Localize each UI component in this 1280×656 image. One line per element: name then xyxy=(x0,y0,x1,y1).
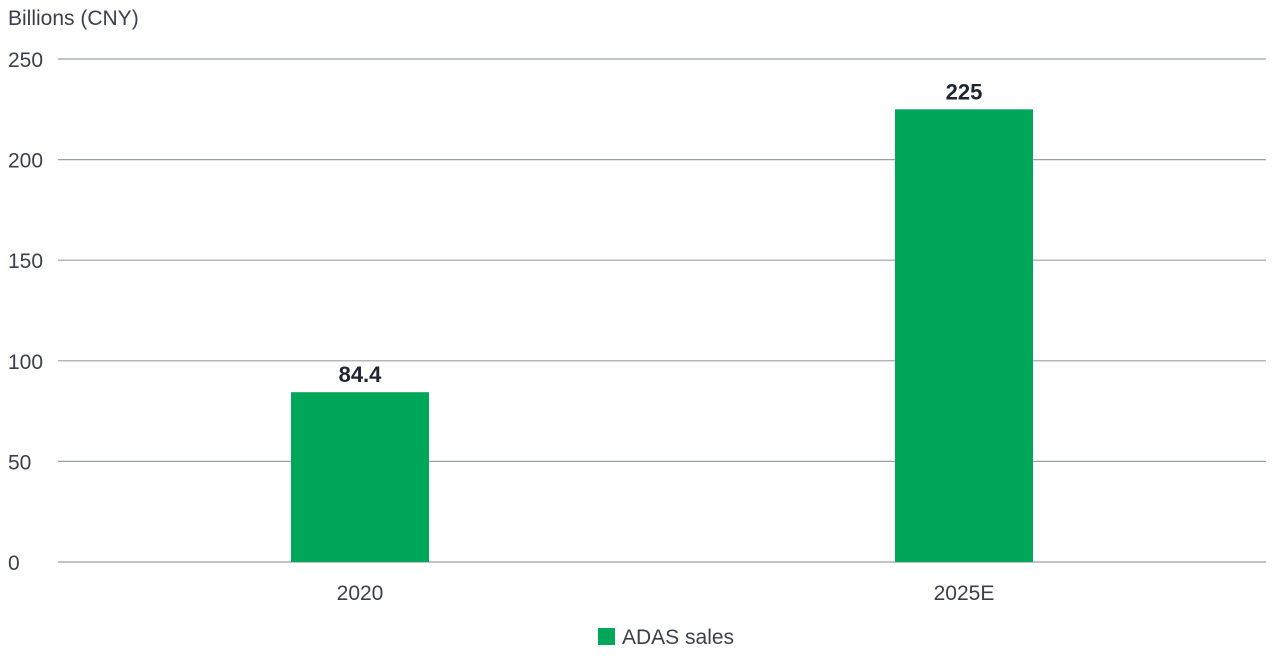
x-tick-label-2025E: 2025E xyxy=(934,582,995,605)
y-axis-ticks: 0 50 100 150 200 250 xyxy=(8,49,43,575)
data-labels: 84.4 225 xyxy=(339,79,983,387)
data-label-2020: 84.4 xyxy=(339,362,383,387)
x-axis-ticks: 2020 2025E xyxy=(337,582,995,605)
bar-2020 xyxy=(291,392,429,562)
legend-label-adas-sales: ADAS sales xyxy=(622,626,734,649)
y-tick-label-50: 50 xyxy=(8,451,31,474)
y-tick-label-100: 100 xyxy=(8,351,43,374)
legend: ADAS sales xyxy=(598,626,734,649)
y-tick-label-200: 200 xyxy=(8,150,43,173)
data-label-2025E: 225 xyxy=(946,79,983,104)
y-tick-label-250: 250 xyxy=(8,49,43,72)
bars xyxy=(291,109,1033,563)
y-axis-unit-label: Billions (CNY) xyxy=(8,7,139,30)
bar-2025E xyxy=(895,109,1033,563)
x-tick-label-2020: 2020 xyxy=(337,582,384,605)
gridlines xyxy=(58,58,1266,563)
legend-swatch-adas-sales xyxy=(598,628,615,645)
y-tick-label-0: 0 xyxy=(8,552,20,575)
y-tick-label-150: 150 xyxy=(8,250,43,273)
